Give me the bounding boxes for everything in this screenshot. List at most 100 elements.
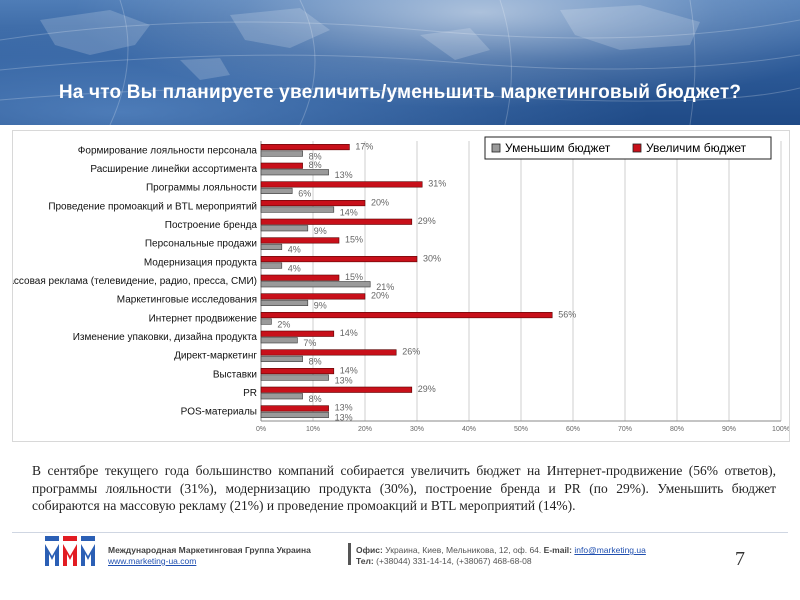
bar-decrease — [260, 374, 329, 381]
bar-increase — [260, 181, 423, 188]
bar-decrease — [260, 281, 371, 288]
bar-increase — [260, 256, 418, 263]
legend-swatch-increase — [632, 143, 642, 153]
category-label: Интернет продвижение — [149, 313, 258, 324]
data-label-increase: 29% — [418, 384, 436, 394]
data-label-decrease: 9% — [314, 301, 327, 311]
x-tick-label: 70% — [618, 426, 632, 433]
data-label-decrease: 4% — [288, 245, 301, 255]
data-label-increase: 13% — [335, 403, 353, 413]
bar-decrease — [260, 411, 329, 418]
header-banner: На что Вы планируете увеличить/уменьшить… — [0, 0, 800, 125]
category-label: Маркетинговые исследования — [117, 295, 257, 306]
office-address: Украина, Киев, Мельникова, 12, оф. 64. — [385, 545, 542, 555]
bar-decrease — [260, 206, 335, 213]
data-label-decrease: 8% — [309, 394, 322, 404]
category-label: Формирование лояльности персонала — [78, 145, 258, 156]
bar-decrease — [260, 243, 283, 250]
bar-decrease — [260, 187, 293, 194]
email-link[interactable]: info@marketing.ua — [574, 545, 646, 555]
x-tick-label: 60% — [566, 426, 580, 433]
bar-decrease — [260, 337, 298, 344]
org-website-link[interactable]: www.marketing-ua.com — [108, 556, 197, 566]
bar-increase — [260, 312, 553, 319]
banner-glow — [0, 0, 800, 125]
data-label-decrease: 13% — [335, 375, 353, 385]
office-label: Офис: — [356, 545, 383, 555]
bar-increase — [260, 349, 397, 356]
summary-text: В сентябре текущего года большинство ком… — [32, 463, 776, 513]
x-tick-label: 90% — [722, 426, 736, 433]
data-label-increase: 15% — [345, 272, 363, 282]
phone-numbers: (+38044) 331-14-14, (+38067) 468-68-08 — [376, 556, 532, 566]
data-label-increase: 31% — [428, 179, 446, 189]
data-label-increase: 14% — [340, 328, 358, 338]
category-label: Модернизация продукта — [144, 257, 258, 268]
bar-increase — [260, 386, 413, 393]
data-label-increase: 56% — [558, 309, 576, 319]
footer-divider — [12, 532, 788, 533]
category-label: Построение бренда — [165, 219, 258, 231]
data-label-decrease: 21% — [376, 282, 394, 292]
x-tick-label: 50% — [514, 426, 528, 433]
x-tick-label: 30% — [410, 426, 424, 433]
bar-increase — [260, 200, 366, 207]
world-map-graphic — [0, 0, 800, 125]
data-label-increase: 26% — [402, 347, 420, 357]
x-tick-label: 0% — [256, 426, 266, 433]
phone-label: Тел: — [356, 556, 374, 566]
bar-increase — [260, 368, 335, 375]
category-label: Программы лояльности — [146, 183, 257, 194]
footer-separator — [348, 543, 351, 565]
x-tick-label: 10% — [306, 426, 320, 433]
bar-decrease — [260, 225, 309, 232]
x-tick-label: 80% — [670, 426, 684, 433]
office-line: Офис: Украина, Киев, Мельникова, 12, оф.… — [356, 545, 646, 556]
bar-decrease — [260, 299, 309, 306]
bar-increase — [260, 405, 329, 412]
email-label: E-mail: — [543, 545, 572, 555]
legend-label-increase: Увеличим бюджет — [646, 141, 747, 155]
data-label-decrease: 6% — [298, 189, 311, 199]
category-label: POS-материалы — [181, 407, 257, 418]
bar-decrease — [260, 355, 303, 362]
data-label-decrease: 14% — [340, 207, 358, 217]
bar-decrease — [260, 262, 283, 269]
category-label: Выставки — [213, 369, 257, 380]
legend-label-decrease: Уменьшим бюджет — [505, 141, 611, 155]
data-label-decrease: 7% — [303, 338, 316, 348]
category-label: PR — [243, 388, 257, 399]
phone-line: Тел: (+38044) 331-14-14, (+38067) 468-68… — [356, 556, 646, 567]
data-label-increase: 15% — [345, 235, 363, 245]
category-label: Расширение линейки ассортимента — [90, 164, 257, 175]
data-label-increase: 14% — [340, 365, 358, 375]
bar-increase — [260, 293, 366, 300]
data-label-decrease: 13% — [335, 413, 353, 423]
bar-increase — [260, 274, 340, 281]
footer-contacts: Офис: Украина, Киев, Мельникова, 12, оф.… — [356, 545, 646, 567]
data-label-decrease: 8% — [309, 357, 322, 367]
data-label-decrease: 4% — [288, 263, 301, 273]
x-tick-label: 100% — [772, 426, 789, 433]
data-label-increase: 29% — [418, 216, 436, 226]
org-name: Международная Маркетинговая Группа Украи… — [108, 545, 311, 555]
x-tick-label: 20% — [358, 426, 372, 433]
bar-decrease — [260, 150, 303, 157]
bar-increase — [260, 237, 340, 244]
category-label: Массовая реклама (телевидение, радио, пр… — [13, 276, 257, 287]
data-label-increase: 8% — [309, 160, 322, 170]
chart-frame: 0% 10% 20% 30% 40% 50% 60% 70% 80% 90% 100% Формиро… — [0, 130, 790, 442]
bar-decrease — [260, 393, 303, 400]
bar-increase — [260, 218, 413, 225]
bar-increase — [260, 162, 303, 169]
data-label-increase: 30% — [423, 253, 441, 263]
company-logo — [45, 536, 95, 566]
data-label-decrease: 9% — [314, 226, 327, 236]
data-label-decrease: 13% — [335, 170, 353, 180]
category-label: Проведение промоакций и BTL мероприятий — [48, 201, 257, 212]
data-label-increase: 17% — [355, 141, 373, 151]
legend-box — [484, 136, 772, 160]
x-tick-label: 40% — [462, 426, 476, 433]
footer-org: Международная Маркетинговая Группа Украи… — [108, 545, 311, 567]
data-label-increase: 20% — [371, 197, 389, 207]
